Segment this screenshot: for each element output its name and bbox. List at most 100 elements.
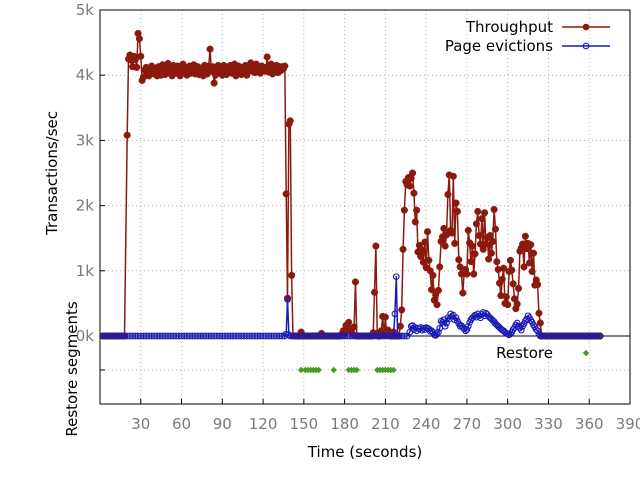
throughput-point [444,190,452,199]
x-tick-label: 210 [371,415,400,433]
x-axis-label: Time (seconds) [307,443,423,461]
throughput-point [441,242,449,250]
throughput-point [464,226,472,234]
restore-point [297,366,305,374]
throughput-point [370,288,379,296]
lower-y-axis-label: Restore segments [63,301,81,436]
throughput-point [133,63,141,71]
legend-marker-restore [582,349,590,357]
series-throughput [99,29,604,340]
series-page-evictions [99,273,604,340]
page-evictions-point [391,310,399,318]
restore-point [315,366,322,374]
throughput-point [436,263,444,271]
page-evictions-point [452,314,460,322]
throughput-point [131,56,139,64]
page-evictions-point [513,319,521,327]
throughput-point [521,232,529,240]
page-evictions-point [534,327,541,335]
throughput-point [440,224,448,232]
throughput-point [527,241,535,249]
throughput-point [534,280,542,289]
throughput-point [413,206,421,214]
x-tick-label: 360 [575,415,604,433]
x-tick-label: 150 [290,415,319,433]
throughput-point [210,79,218,87]
throughput-point [472,220,480,228]
x-tick-label: 390 [616,415,640,433]
throughput-point [471,250,479,258]
throughput-point [135,35,143,43]
throughput-point [453,207,461,216]
throughput-point [467,258,475,266]
throughput-point [411,218,419,226]
upper-y-axis-label: Transactions/sec [43,111,61,236]
throughput-point [504,301,512,309]
throughput-point [455,256,463,264]
throughput-line [102,32,601,337]
x-tick-label: 90 [213,415,232,433]
throughput-point [489,237,497,246]
throughput-point [429,271,437,279]
throughput-point [281,62,289,70]
y-tick-label: 3k [76,131,95,149]
throughput-point [474,207,482,216]
throughput-point [525,259,533,267]
throughput-point [470,270,478,278]
data-series [99,29,604,374]
throughput-point [509,280,517,288]
throughput-point [410,189,418,197]
throughput-point [351,278,360,286]
throughput-point [433,301,441,309]
page-evictions-point [596,332,604,340]
throughput-point [406,182,414,190]
plot-frame [99,9,631,405]
x-tick-label: 30 [131,415,150,433]
throughput-point [515,284,523,292]
throughput-point [482,240,490,248]
throughput-point [463,270,471,278]
throughput-point [520,263,528,271]
throughput-point [449,172,457,180]
throughput-point [478,215,486,223]
page-evictions-point [392,273,400,281]
throughput-point [372,242,380,250]
throughput-point [263,53,271,61]
throughput-point [123,131,131,139]
throughput-point [500,264,508,272]
throughput-point [421,238,429,246]
legend-label-page-evictions: Page evictions [445,37,553,55]
x-tick-label: 120 [249,415,278,433]
x-tick-label: 180 [330,415,359,433]
throughput-point [448,229,456,237]
throughput-point [506,256,514,264]
throughput-point [528,267,536,276]
axis-ticks: 0k 1k 2k 3k 4k 5k 30 60 90 120 150 180 210 240 270 300 3… [76,1,640,433]
throughput-point [491,225,500,233]
throughput-point [536,319,544,327]
throughput-point [434,286,442,294]
throughput-point [425,256,433,264]
legend-marker-throughput [582,23,590,31]
throughput-point [508,266,516,274]
page-evictions-point [594,332,601,340]
throughput-point [535,309,543,317]
series-restore [297,366,397,374]
throughput-point [490,205,498,214]
throughput-point [345,318,353,326]
x-tick-label: 240 [412,415,441,433]
page-evictions-point [401,332,408,340]
throughput-point [493,258,501,266]
restore-point [353,366,361,374]
page-evictions-point [441,322,449,330]
throughput-point [418,246,426,254]
throughput-point [282,190,290,198]
y-tick-label: 1k [76,262,95,280]
y-tick-label: 5k [76,1,95,19]
y-tick-label: 2k [76,197,95,215]
throughput-point [399,245,407,253]
throughput-point [485,255,493,263]
throughput-point [400,206,408,214]
page-evictions-point [284,296,291,303]
